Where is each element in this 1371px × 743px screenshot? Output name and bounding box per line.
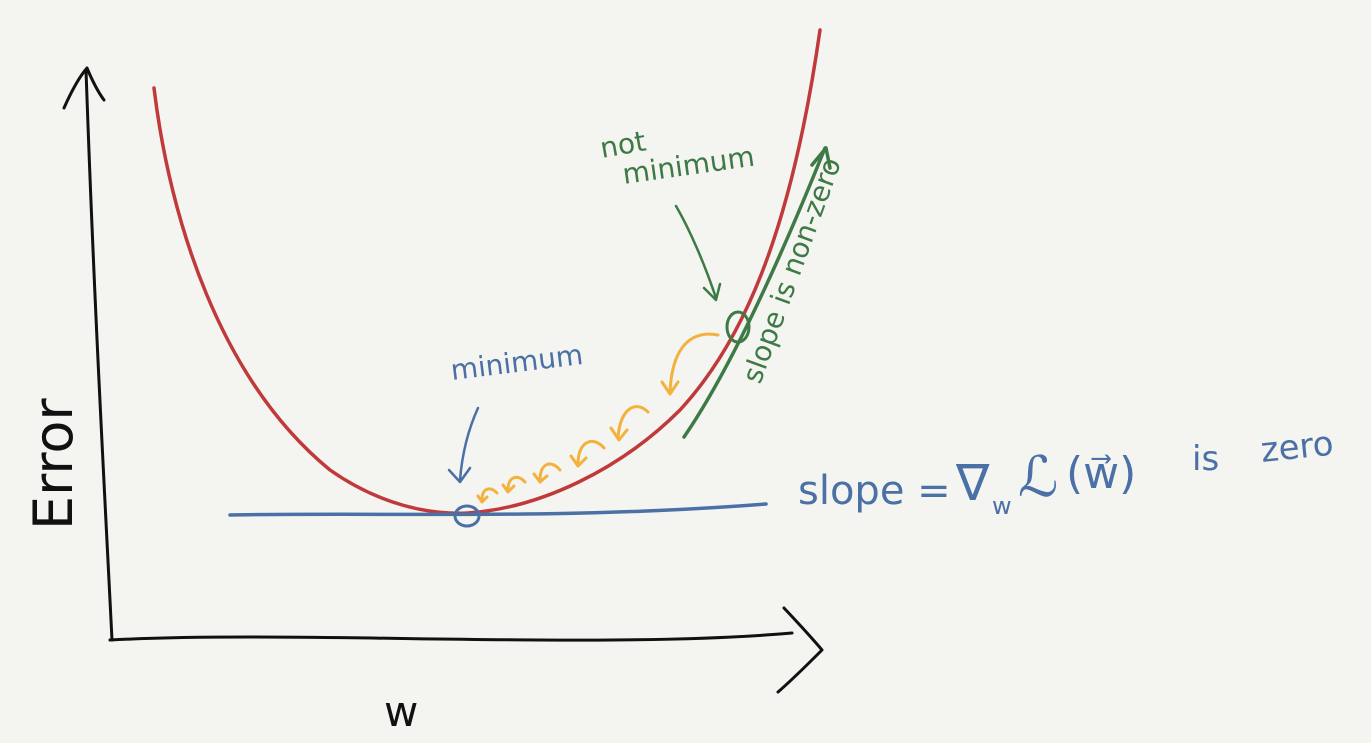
zero-word: zero [1259, 424, 1336, 471]
descent-step-arrow [660, 332, 720, 396]
non-minimum-point-circle [725, 310, 751, 344]
gradient-argument: (w⃗) [1066, 448, 1136, 499]
y-axis-arrowhead [62, 66, 106, 110]
zero-slope-tangent-line [228, 502, 768, 517]
descent-step-arrow [609, 405, 650, 442]
x-axis-label: w [384, 687, 418, 736]
gradient-nabla-symbol: ∇ [955, 454, 990, 512]
slope-equals-label: slope = [798, 468, 951, 514]
minimum-point-circle [453, 504, 481, 528]
nonzero-slope-tangent-line [682, 146, 827, 439]
gradient-subscript: w [992, 492, 1012, 520]
minimum-label: minimum [449, 338, 585, 387]
nonzero-slope-arrowhead [810, 146, 832, 170]
minimum-pointer-arrow [447, 406, 480, 484]
error-curve [152, 28, 822, 515]
not-minimum-label-line1: not [597, 124, 648, 164]
x-axis-line [108, 631, 794, 642]
y-axis-line [84, 68, 114, 642]
gradient-loss-symbol: ℒ [1018, 445, 1058, 510]
descent-step-arrow [501, 475, 527, 494]
descent-step-arrow [476, 487, 499, 504]
slope-nonzero-label: slope is non-zero [736, 153, 848, 387]
not-minimum-pointer-arrow [674, 204, 722, 302]
is-word: is [1192, 439, 1219, 479]
descent-step-arrow [569, 439, 606, 468]
descent-steps [476, 332, 720, 504]
x-axis-arrowhead [776, 606, 824, 694]
y-axis-label: Error [22, 398, 85, 530]
descent-step-arrow [532, 462, 562, 484]
